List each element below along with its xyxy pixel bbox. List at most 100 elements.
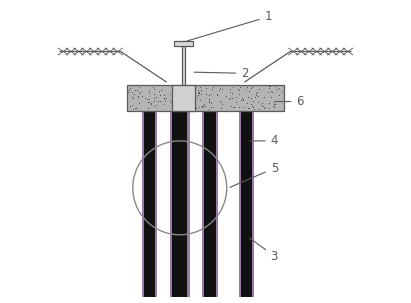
Point [254,93,261,98]
Point [240,98,246,102]
Point [196,91,202,95]
Point [134,88,140,92]
Point [262,105,269,110]
Point [218,106,224,111]
Point [200,103,207,108]
Point [238,98,244,103]
Point [195,87,201,92]
Point [145,105,152,110]
Point [233,99,239,104]
Point [136,85,142,90]
Bar [141,111,143,297]
Point [161,98,168,103]
Point [159,102,166,106]
Point [133,106,140,111]
Point [214,92,220,96]
Point [137,89,143,94]
Point [270,103,277,108]
Point [195,92,201,97]
Point [146,90,152,95]
Point [245,105,252,110]
Point [196,84,203,89]
Bar [216,111,218,297]
Point [196,98,203,102]
Point [250,99,256,104]
Point [266,84,272,89]
Point [206,99,212,104]
Point [195,90,201,95]
Point [193,106,200,111]
Point [132,87,139,92]
Point [230,84,236,89]
Point [206,97,212,102]
Point [145,96,152,101]
Point [242,86,249,91]
Point [210,85,217,90]
Point [227,89,233,94]
Point [197,88,204,93]
Point [135,94,141,99]
Point [267,84,273,89]
Point [206,106,212,111]
Point [227,95,233,100]
Bar [202,111,218,297]
Bar [172,85,195,111]
Point [235,86,241,91]
Point [125,89,132,94]
Point [278,88,285,93]
Point [251,107,257,112]
Point [151,86,158,91]
Point [208,92,214,97]
Point [276,85,282,90]
Point [136,90,143,95]
Point [257,102,264,107]
Point [129,94,135,99]
Point [148,100,155,105]
Point [199,104,206,108]
Point [130,96,137,101]
Point [202,104,209,108]
Point [217,86,224,91]
Bar [174,41,194,46]
Point [265,89,272,94]
Point [198,92,205,97]
Point [162,95,169,100]
Text: 4: 4 [250,135,278,147]
Bar [252,111,254,297]
Point [129,107,136,112]
Point [151,91,157,96]
Point [269,89,275,94]
Point [155,88,162,93]
Point [129,103,135,108]
Point [272,101,278,106]
Text: 6: 6 [275,95,304,108]
Bar [155,111,157,297]
Point [203,85,209,90]
Point [261,95,267,100]
Point [253,90,260,95]
Point [266,106,272,111]
Point [239,96,245,101]
Bar [170,111,173,297]
Point [271,99,277,104]
Point [274,87,281,92]
Bar [182,41,185,85]
Point [236,104,242,109]
Point [161,97,167,102]
Point [233,95,239,100]
Point [161,93,167,98]
Point [246,89,252,94]
Point [155,99,161,104]
Point [129,90,135,95]
Point [207,105,214,109]
Point [276,93,283,98]
Point [256,86,263,91]
Text: 3: 3 [249,238,278,262]
Point [255,99,261,104]
Point [151,98,158,103]
Point [196,105,203,109]
Point [126,86,133,91]
Point [268,94,274,99]
Point [206,98,212,103]
Point [248,85,254,90]
